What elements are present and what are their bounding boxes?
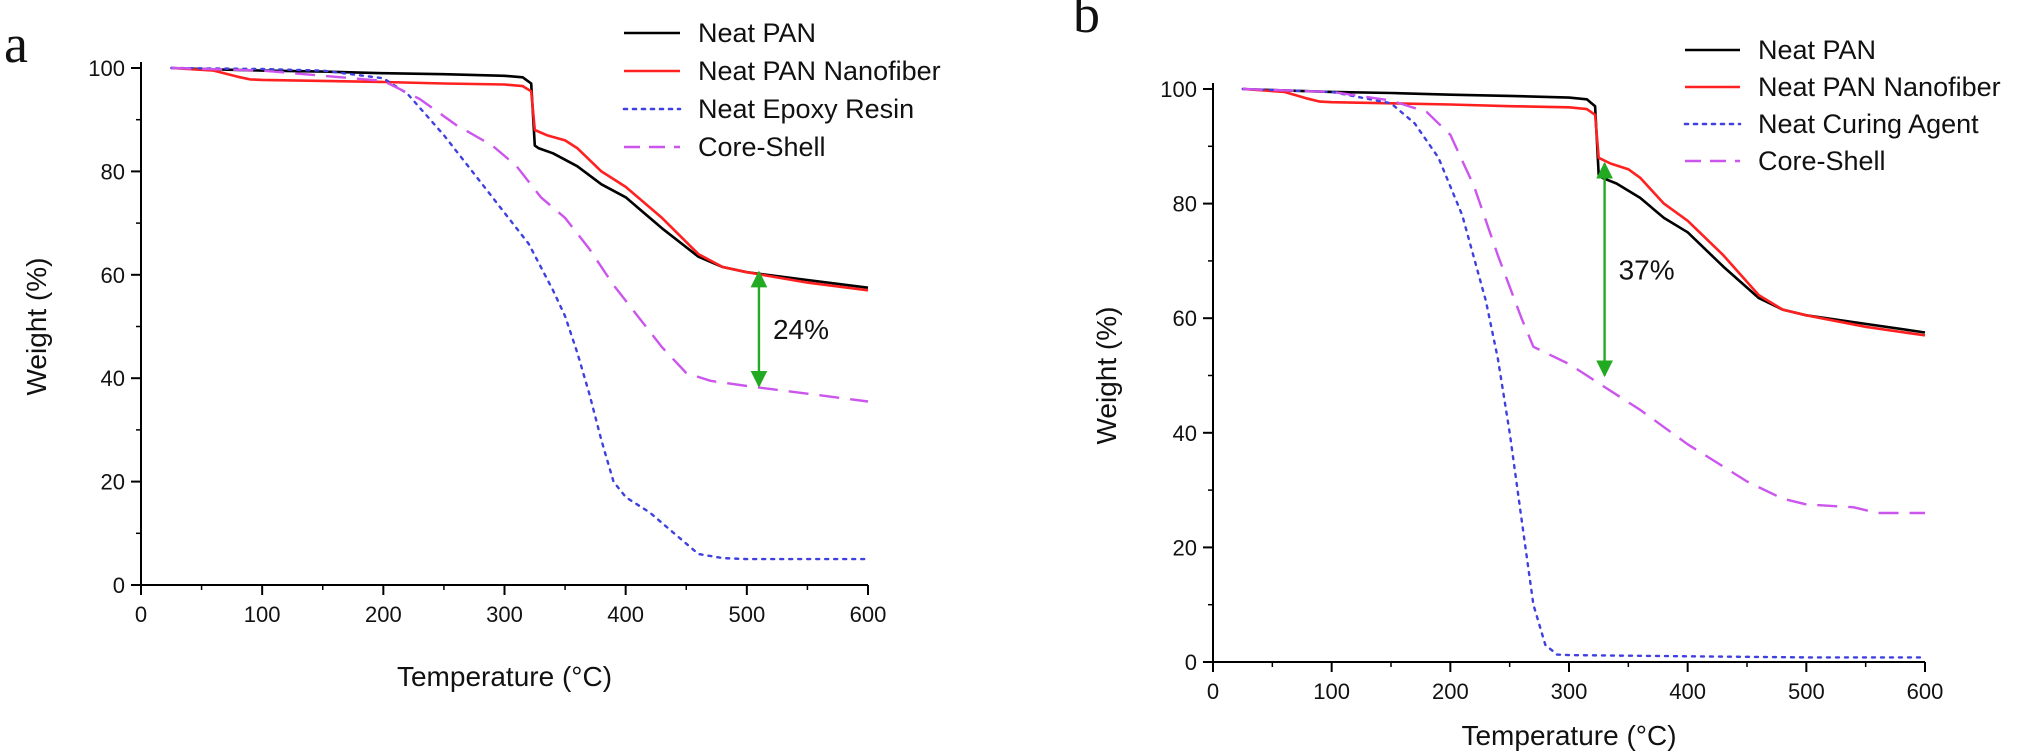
legend-label: Neat PAN <box>698 18 816 48</box>
x-tick-label: 300 <box>1551 679 1588 704</box>
chart-panel-a: a 0 100 200 300 400 500 600 0 20 40 60 80 100 Temperat… <box>4 14 941 692</box>
x-axis-label: Temperature (°C) <box>397 661 612 692</box>
x-tick-label: 0 <box>1207 679 1219 704</box>
series-line-core-shell <box>1242 87 1925 515</box>
y-tick-label: 60 <box>101 263 125 288</box>
x-tick-label: 500 <box>1788 679 1825 704</box>
y-tick-label: 80 <box>1173 192 1197 217</box>
legend-label: Neat Curing Agent <box>1758 109 1979 139</box>
x-tick-label: 400 <box>607 602 644 627</box>
x-tick-label: 200 <box>365 602 402 627</box>
x-axis-label: Temperature (°C) <box>1461 720 1676 751</box>
legend-label: Neat PAN Nanofiber <box>1758 72 2001 102</box>
legend-label: Core-Shell <box>1758 146 1886 176</box>
x-tick-label: 200 <box>1432 679 1469 704</box>
y-tick-label: 80 <box>101 159 125 184</box>
panel-letter: a <box>4 14 28 74</box>
series-line-neat-pan-nanofiber <box>171 66 869 292</box>
chart-panel-b: b 0 100 200 300 400 500 600 0 20 40 60 80 100 Temperat… <box>1073 0 2001 751</box>
panel-letter: b <box>1073 0 1100 44</box>
y-tick-label: 20 <box>101 470 125 495</box>
y-tick-label: 100 <box>1160 77 1197 102</box>
legend-label: Neat PAN <box>1758 35 1876 65</box>
y-tick-label: 0 <box>113 573 125 598</box>
x-tick-label: 100 <box>244 602 281 627</box>
series-line-neat-pan-nanofiber <box>1242 87 1926 337</box>
y-tick-label: 20 <box>1173 535 1197 560</box>
y-tick-label: 40 <box>1173 421 1197 446</box>
y-tick-label: 40 <box>101 366 125 391</box>
x-tick-label: 600 <box>850 602 887 627</box>
x-tick-label: 100 <box>1313 679 1350 704</box>
legend-label: Core-Shell <box>698 132 826 162</box>
x-tick-label: 500 <box>728 602 765 627</box>
y-tick-label: 60 <box>1173 306 1197 331</box>
series-line-neat-curing-agent <box>1241 87 1927 659</box>
y-axis-label: Weight (%) <box>21 258 52 396</box>
legend-label: Neat PAN Nanofiber <box>698 56 941 86</box>
x-tick-label: 400 <box>1669 679 1706 704</box>
x-tick-label: 0 <box>135 602 147 627</box>
x-tick-label: 600 <box>1907 679 1944 704</box>
y-tick-label: 100 <box>88 56 125 81</box>
difference-label: 37% <box>1619 254 1675 285</box>
legend-label: Neat Epoxy Resin <box>698 94 914 124</box>
y-axis-label: Weight (%) <box>1091 307 1122 445</box>
y-tick-label: 0 <box>1185 650 1197 675</box>
difference-label: 24% <box>773 314 829 345</box>
x-tick-label: 300 <box>486 602 523 627</box>
